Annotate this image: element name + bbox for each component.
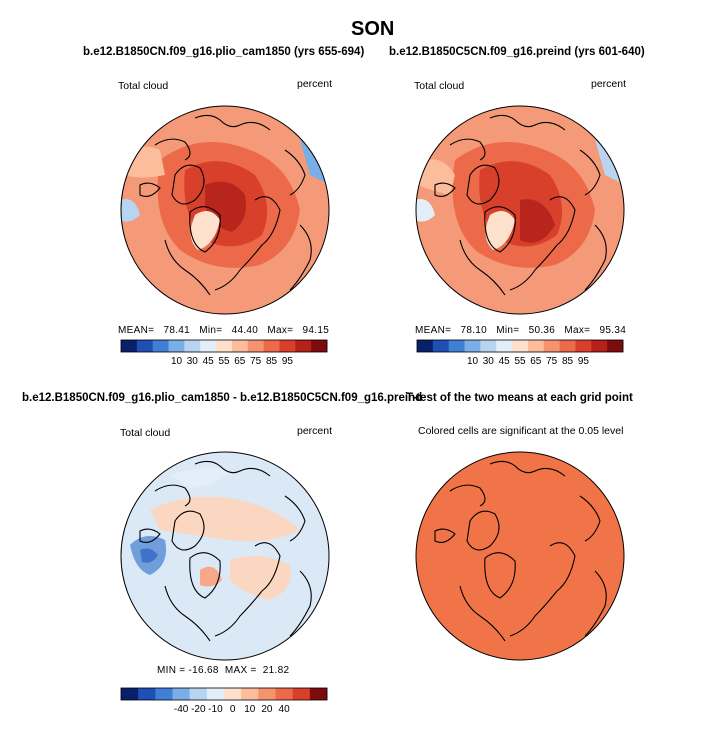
panel3-colorbar-swatch — [275, 688, 293, 700]
panel1-colorbar-swatch — [136, 340, 153, 352]
panel3-colorbar-swatch — [189, 688, 208, 700]
page-title: SON — [351, 18, 395, 40]
panel3-colorbar-swatch — [258, 688, 276, 700]
panel2-colorbar-tick-label: 65 — [530, 356, 542, 367]
panel3-colorbar-tick-label: -40 — [174, 704, 189, 715]
panel2-colorbar-swatch — [432, 340, 449, 352]
panel4-coastlines — [434, 460, 607, 642]
panel2-colorbar-swatch — [417, 340, 434, 352]
panel1-colorbar-swatch — [295, 340, 312, 352]
panel1-colorbar-swatch — [200, 340, 217, 352]
panel3-colorbar-swatch — [309, 688, 328, 700]
panel3-colorbar-swatch — [172, 688, 190, 700]
panel2-colorbar-swatch — [575, 340, 592, 352]
panel2-colorbar-tick-label: 75 — [546, 356, 558, 367]
panel3-colorbar-swatch — [138, 688, 156, 700]
panel2-title: b.e12.B1850C5CN.f09_g16.preind (yrs 601-… — [389, 46, 645, 58]
panel2-colorbar-swatch — [527, 340, 545, 352]
panel3-colorbar: -40 -20 -10 0 10 20 40 — [120, 687, 328, 715]
panel1-title: b.e12.B1850CN.f09_g16.plio_cam1850 (yrs … — [83, 46, 365, 58]
panel2-colorbar-swatch — [464, 340, 481, 352]
panel1-colorbar-tick-label: 75 — [250, 356, 262, 367]
panel1-colorbar-swatch — [216, 340, 233, 352]
panel1-colorbar-tick-label: 65 — [234, 356, 246, 367]
panel3-colorbar-tick-label: 10 — [244, 704, 256, 715]
panel4-ttest-fill — [416, 452, 624, 660]
panel3-coastlines — [139, 460, 312, 642]
panel2-colorbar-swatch — [512, 340, 529, 352]
panel3-variable-label: Total cloud — [120, 427, 171, 439]
panel2-colorbar-swatch — [543, 340, 560, 352]
panel3-colorbar-tick-label: -10 — [208, 704, 223, 715]
panel4-subtitle: Colored cells are significant at the 0.0… — [418, 425, 624, 437]
panel2-colorbar: 10 30 45 55 65 75 85 95 — [416, 339, 624, 367]
panel1-colorbar-border — [120, 339, 328, 353]
panel3-colorbar-swatch — [224, 688, 242, 700]
panel3-colorbar-tick-label: 0 — [230, 704, 236, 715]
panel2-colorbar-border — [416, 339, 624, 353]
panel1-colorbar-swatch — [279, 340, 296, 352]
panel3-colorbar-border — [120, 687, 328, 701]
panel2-colorbar-swatch — [607, 340, 624, 352]
panel3-title: b.e12.B1850CN.f09_g16.plio_cam1850 - b.e… — [22, 392, 423, 404]
panel2-colorbar-swatch — [448, 340, 465, 352]
panel1-colorbar-tick-label: 95 — [282, 356, 294, 367]
panel2-colorbar-swatch — [559, 340, 576, 352]
panel1-colorbar-tick-label: 85 — [266, 356, 278, 367]
panel3-stats: MIN = -16.68 MAX = 21.82 — [157, 665, 290, 676]
panel3-colorbar-swatch — [121, 688, 139, 700]
panel2-colorbar-tick-label: 95 — [578, 356, 590, 367]
panel1-colorbar-swatch — [121, 340, 138, 352]
panel1-cloud-fill — [121, 106, 329, 314]
panel2-colorbar-tick-label: 85 — [562, 356, 574, 367]
panel3-colorbar-swatch — [155, 688, 173, 700]
panel2-colorbar-tick-label: 45 — [499, 356, 511, 367]
panel3-colorbar-tick-label: 40 — [279, 704, 291, 715]
panel2-colorbar-swatch — [480, 340, 497, 352]
panel1-colorbar-tick-label: 10 — [171, 356, 183, 367]
panel3-colorbar-tick-label: -20 — [191, 704, 206, 715]
panel2-colorbar-tick-label: 10 — [467, 356, 479, 367]
panel4-title: T-test of the two means at each grid poi… — [406, 392, 633, 404]
panel3-colorbar-swatch — [292, 688, 311, 700]
panel1-colorbar-swatch — [152, 340, 169, 352]
panel1-colorbar-swatch — [184, 340, 201, 352]
panel3-colorbar-tick-label: 20 — [261, 704, 273, 715]
panel2-coastlines — [434, 114, 607, 296]
panel1-colorbar-swatch — [231, 340, 249, 352]
panel2-stats: MEAN= 78.10 Min= 50.36 Max= 95.34 — [415, 325, 627, 336]
panel1-colorbar-swatch — [263, 340, 280, 352]
panel2-cloud-fill — [416, 106, 624, 314]
panel1-colorbar: 10 30 45 55 65 75 85 95 — [120, 339, 328, 367]
panel1-stats: MEAN= 78.41 Min= 44.40 Max= 94.15 — [118, 325, 330, 336]
panel2-colorbar-swatch — [496, 340, 513, 352]
panel1-colorbar-swatch — [168, 340, 185, 352]
panel1-colorbar-tick-label: 30 — [187, 356, 199, 367]
panel2-units-label: percent — [591, 78, 627, 90]
panel1-units-label: percent — [297, 78, 333, 90]
panel1-colorbar-tick-label: 45 — [203, 356, 215, 367]
panel1-colorbar-swatch — [311, 340, 328, 352]
panel2-variable-label: Total cloud — [414, 80, 465, 92]
panel1-coastlines — [139, 114, 312, 296]
panel2-colorbar-tick-label: 55 — [514, 356, 526, 367]
panel3-diff-fill — [121, 452, 329, 660]
panel2-colorbar-tick-label: 30 — [483, 356, 495, 367]
panel2-colorbar-swatch — [591, 340, 608, 352]
panel1-colorbar-tick-label: 55 — [218, 356, 230, 367]
panel1-variable-label: Total cloud — [118, 80, 169, 92]
panel3-colorbar-swatch — [206, 688, 225, 700]
panel1-colorbar-swatch — [247, 340, 264, 352]
panel3-colorbar-swatch — [241, 688, 259, 700]
panel3-units-label: percent — [297, 425, 333, 437]
